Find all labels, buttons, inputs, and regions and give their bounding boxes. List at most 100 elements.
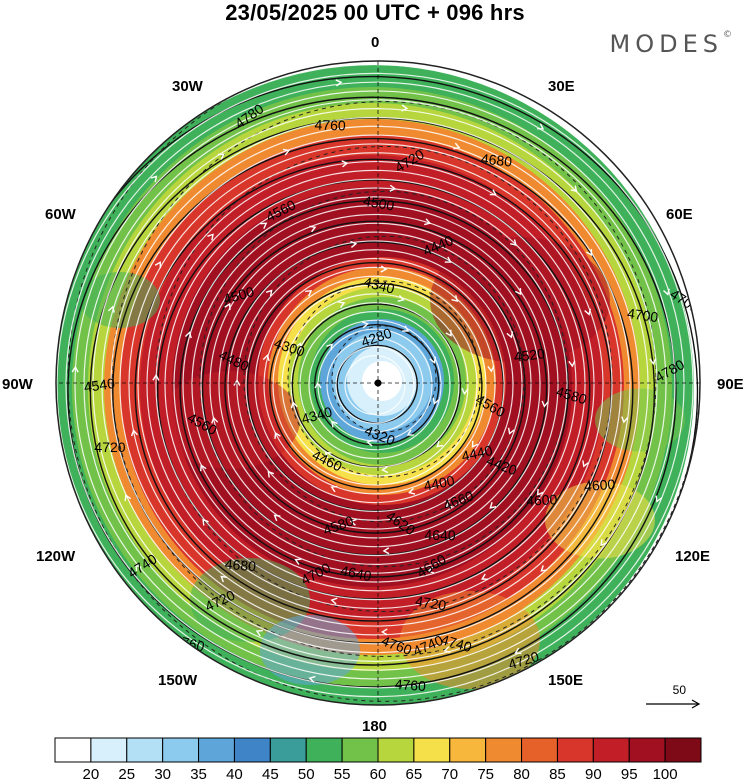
- streamline-arrow: [211, 416, 219, 424]
- streamline: [326, 337, 424, 433]
- streamline-arrow: [330, 597, 338, 605]
- streamline: [56, 63, 700, 705]
- colorbar-tick-label: 45: [261, 766, 279, 783]
- colorbar-tick-label: 60: [369, 766, 387, 783]
- brand-text: MODES: [609, 30, 723, 58]
- streamline-arrow: [649, 358, 657, 366]
- streamline-arrow: [124, 494, 132, 502]
- streamline-arrow: [487, 365, 495, 373]
- colorbar: [54, 737, 702, 763]
- streamline-arrow: [135, 564, 142, 572]
- streamline-arrow: [207, 233, 214, 241]
- streamline-arrow: [107, 305, 115, 313]
- copyright-mark: ©: [723, 30, 732, 40]
- streamline-arrow: [260, 222, 268, 229]
- height-contour: [67, 96, 677, 688]
- lon-label-90w: 90W: [2, 376, 33, 393]
- wind-scale-arrowhead: [691, 699, 701, 709]
- streamline-arrow: [154, 261, 162, 269]
- colorbar-swatch: [521, 737, 558, 763]
- streamline: [272, 284, 478, 486]
- lon-label-120e: 120E: [675, 548, 711, 565]
- streamline-arrow: [489, 502, 497, 509]
- lon-label-60e: 60E: [666, 206, 693, 223]
- colorbar-tick-label: 80: [513, 766, 530, 783]
- forecast-title: 23/05/2025 00 UTC + 096 hrs: [225, 0, 525, 25]
- streamline: [65, 81, 685, 689]
- streamline-arrow: [341, 160, 349, 168]
- north-pole-marker: [374, 379, 382, 387]
- contour-label: 4760: [314, 116, 346, 133]
- streamline-arrow: [150, 175, 158, 183]
- colorbar-tick-label: 65: [405, 766, 423, 783]
- streamline-arrow: [273, 514, 281, 522]
- streamline-arrow: [445, 500, 453, 508]
- colorbar-tick-label: 30: [154, 766, 171, 783]
- colorbar-tick-label: 50: [297, 766, 315, 783]
- contour-label: 4760: [394, 676, 426, 694]
- streamline-arrow: [382, 547, 390, 555]
- streamline-arrow: [443, 646, 451, 654]
- streamline-arrow: [366, 439, 374, 447]
- streamline-arrow: [262, 354, 270, 362]
- streamline: [344, 355, 406, 416]
- streamline-arrow: [331, 420, 338, 428]
- streamline-arrow: [335, 79, 343, 87]
- dashed-contour: [287, 280, 481, 478]
- streamline-arrow: [130, 429, 139, 437]
- streamline-arrow: [453, 142, 461, 150]
- dashed-contour: [67, 61, 700, 702]
- streamline: [281, 293, 469, 477]
- streamline-arrow: [424, 218, 432, 226]
- streamline-arrow: [537, 123, 545, 130]
- contour-label: 4540: [83, 375, 116, 395]
- streamline-arrow: [663, 288, 670, 296]
- contour-label: 4640: [424, 527, 456, 544]
- streamline-arrow: [294, 558, 302, 565]
- streamline: [335, 346, 415, 424]
- contour-label: 4400: [422, 472, 456, 494]
- streamline-arrow: [514, 288, 522, 296]
- height-contour: [156, 179, 591, 600]
- streamline: [245, 257, 505, 513]
- dashed-contour: [243, 235, 525, 523]
- streamline-arrow: [224, 302, 231, 310]
- streamline: [317, 328, 433, 442]
- contour-label: 4500: [362, 192, 396, 213]
- streamline-arrow: [401, 104, 409, 112]
- streamline: [155, 169, 595, 601]
- colorbar-tick-label: 90: [584, 766, 602, 783]
- colorbar-swatch: [628, 737, 666, 763]
- wind-patch: [260, 615, 360, 685]
- streamline: [110, 125, 640, 645]
- contour-label: 4640: [339, 562, 373, 584]
- streamline-arrow: [582, 460, 589, 468]
- streamline: [290, 302, 460, 468]
- streamline-arrow: [295, 342, 302, 350]
- streamline-arrow: [584, 308, 592, 316]
- streamline-arrow: [397, 295, 405, 302]
- streamline: [191, 205, 559, 565]
- contour-label: 4720: [94, 439, 125, 455]
- streamline-arrow: [349, 518, 357, 526]
- streamline-arrow: [380, 628, 388, 636]
- streamline-arrow: [265, 289, 273, 297]
- streamline-arrow: [655, 495, 663, 503]
- streamline-arrow: [71, 365, 79, 373]
- colorbar-tick-label: 25: [118, 766, 136, 783]
- dashed-contour: [331, 325, 437, 433]
- contour-label: 4340: [362, 274, 396, 297]
- dashed-contour: [199, 190, 569, 568]
- colorbar-swatch: [305, 737, 343, 763]
- colorbar-swatch: [233, 737, 271, 763]
- streamline-arrow: [510, 239, 517, 247]
- streamline-arrow: [350, 240, 358, 248]
- streamline-arrow: [233, 379, 241, 386]
- contour-label: 4680: [480, 150, 513, 169]
- streamline: [74, 90, 676, 680]
- lon-label-60w: 60W: [45, 206, 76, 223]
- streamline-arrow: [308, 675, 316, 683]
- streamline-arrow: [274, 431, 281, 439]
